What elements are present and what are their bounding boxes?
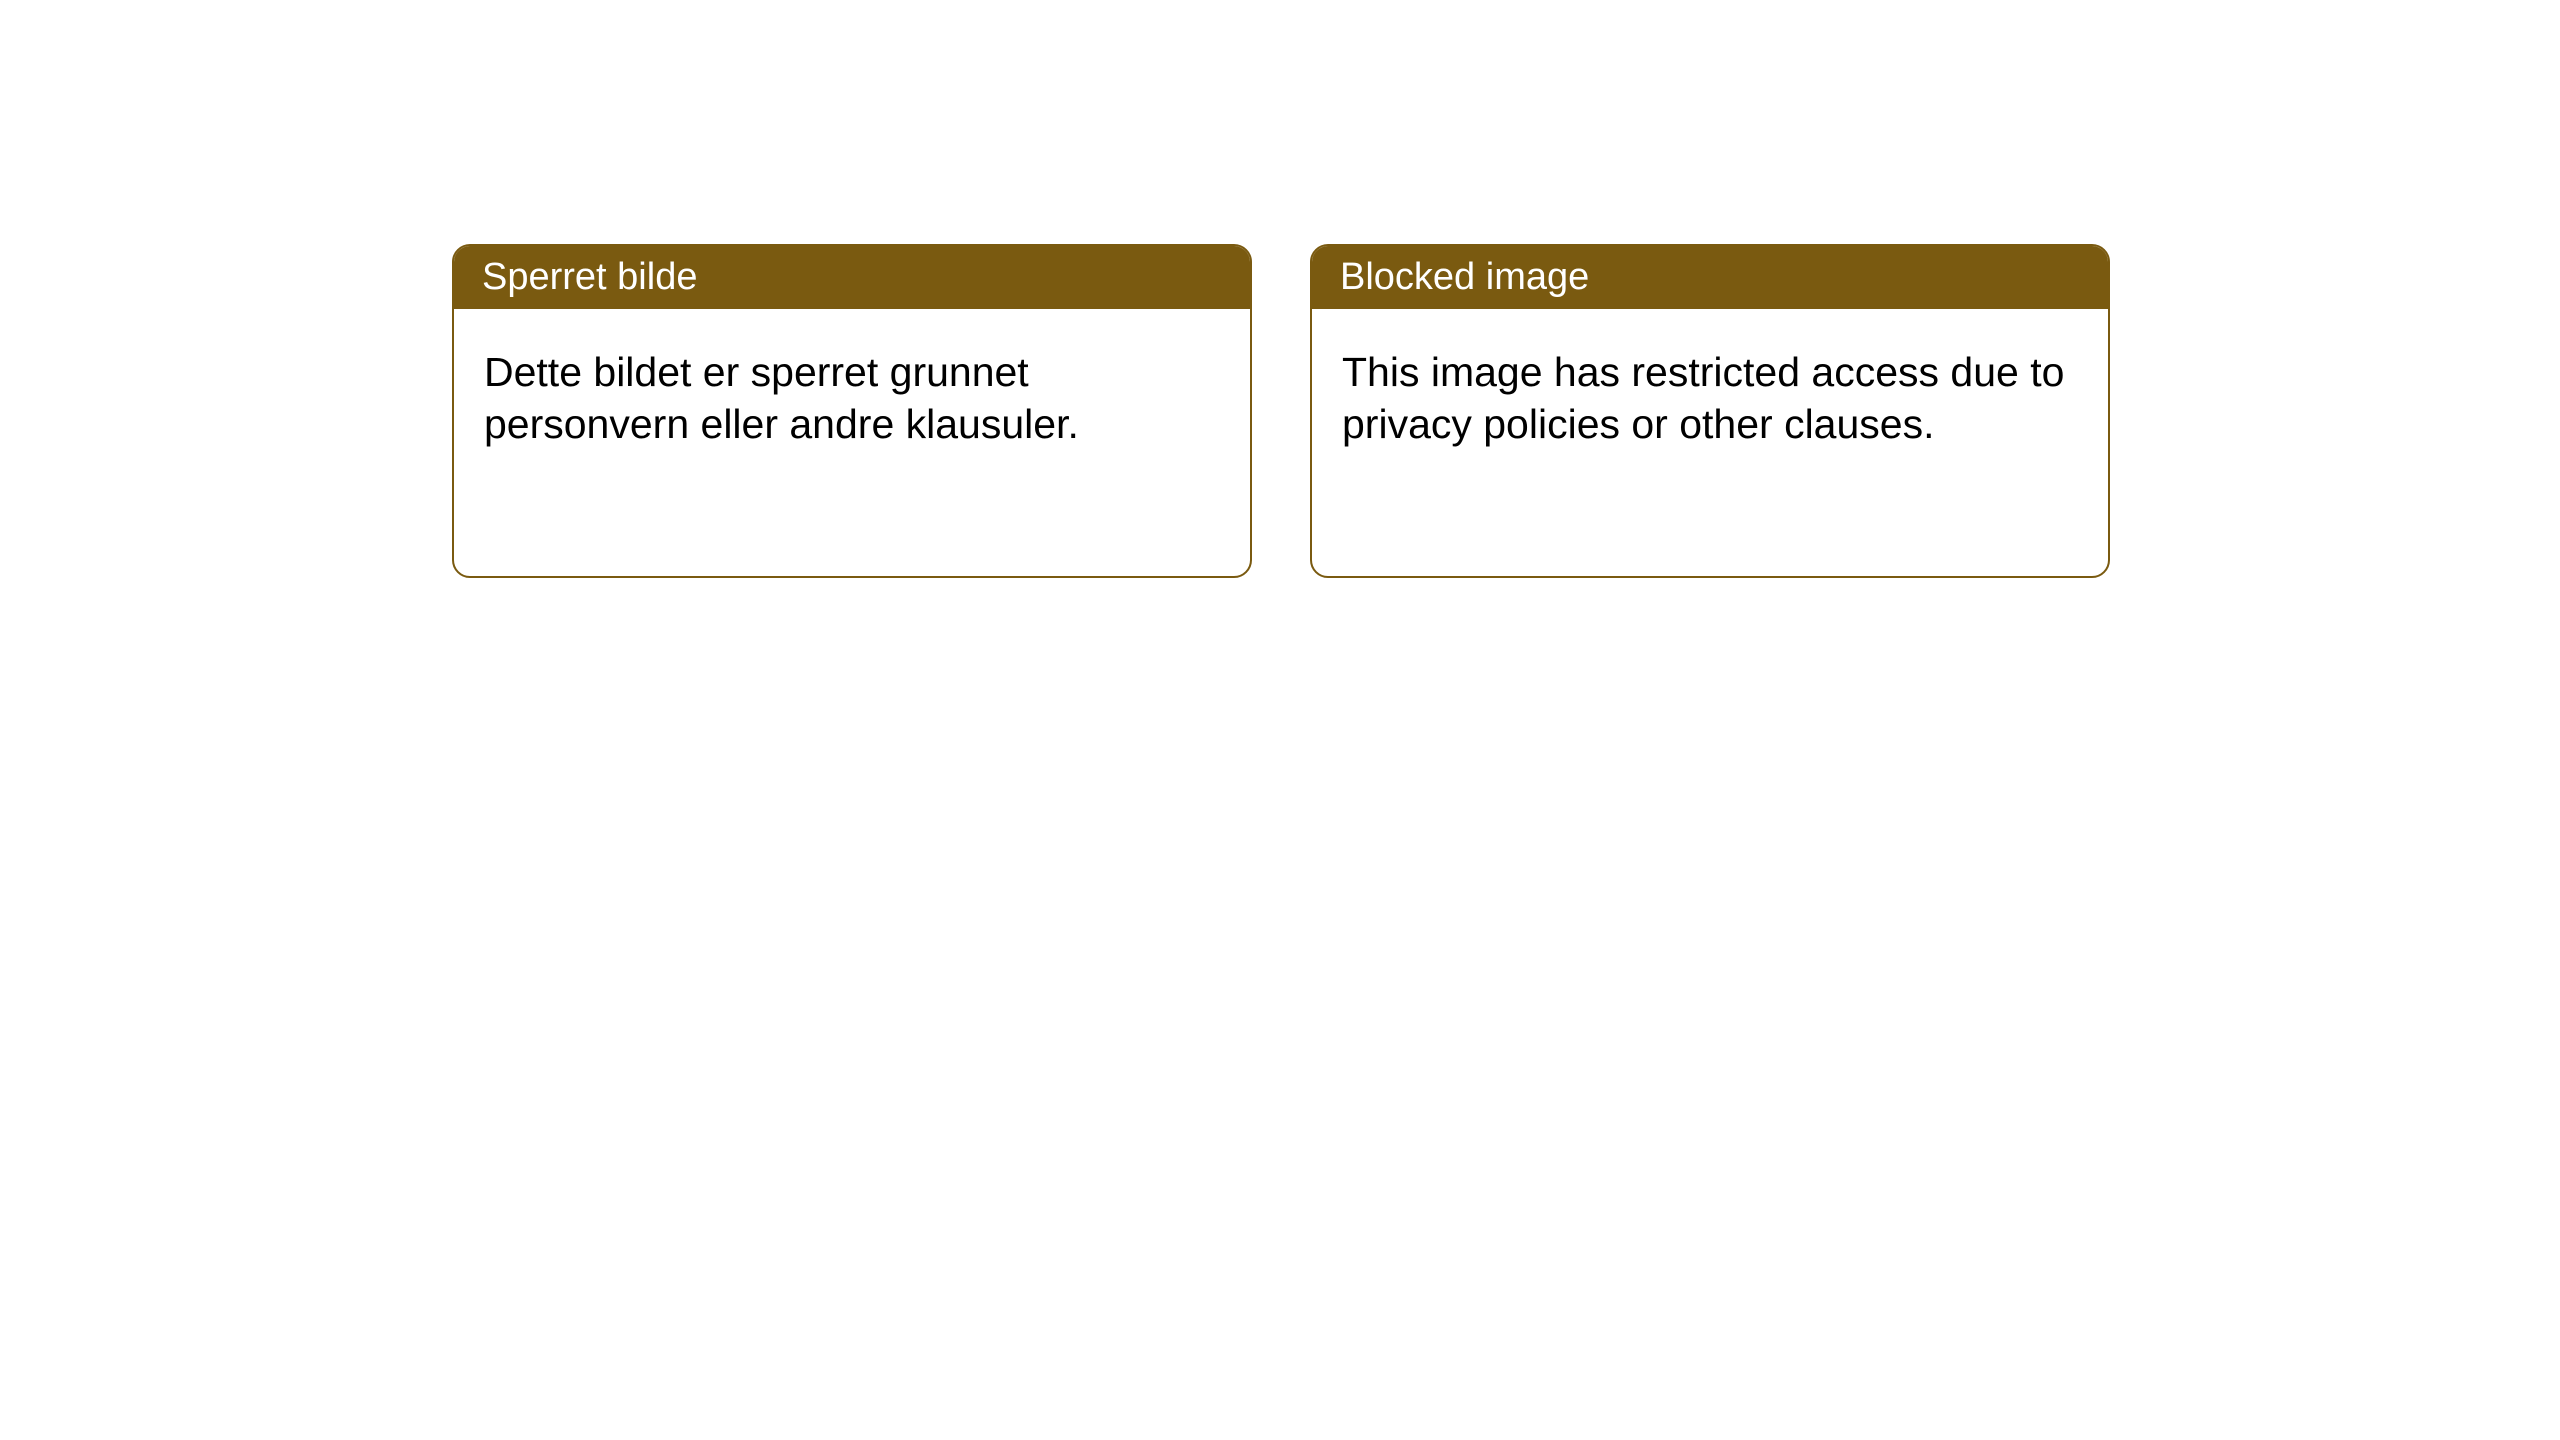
card-body: This image has restricted access due to … xyxy=(1312,309,2108,488)
card-header: Sperret bilde xyxy=(454,246,1250,309)
card-title: Blocked image xyxy=(1340,256,1589,298)
notice-container: Sperret bilde Dette bildet er sperret gr… xyxy=(0,0,2560,578)
notice-card-norwegian: Sperret bilde Dette bildet er sperret gr… xyxy=(452,244,1252,578)
card-body: Dette bildet er sperret grunnet personve… xyxy=(454,309,1250,488)
card-title: Sperret bilde xyxy=(482,256,697,298)
card-body-text: Dette bildet er sperret grunnet personve… xyxy=(484,349,1079,447)
notice-card-english: Blocked image This image has restricted … xyxy=(1310,244,2110,578)
card-body-text: This image has restricted access due to … xyxy=(1342,349,2064,447)
card-header: Blocked image xyxy=(1312,246,2108,309)
